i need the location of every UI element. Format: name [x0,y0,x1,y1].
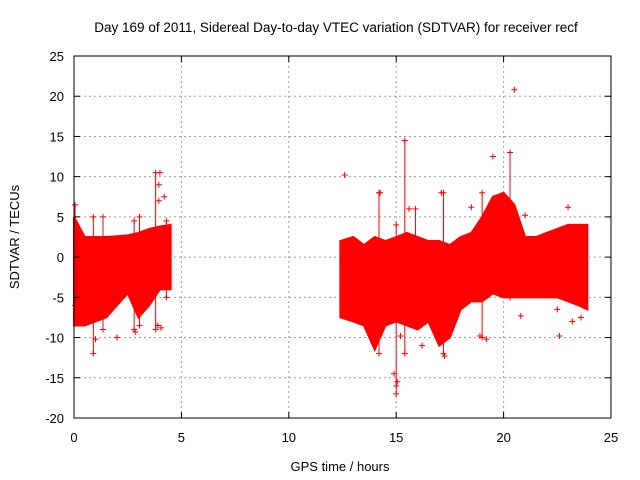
data-point [492,209,499,216]
data-point [412,205,419,212]
data-point [90,213,97,220]
tick-labels: 0 5 10 15 20 25 -20 -15 -10 -5 0 5 10 15 20 25 [45,49,618,445]
data-point [394,378,401,385]
data-point [412,318,419,325]
data-point [72,201,79,208]
plot-frame [73,55,612,419]
x-tick-label: 20 [496,430,510,445]
data-point [406,205,413,212]
y-tick-label: 15 [50,129,64,144]
data-point [479,189,486,196]
data-point [132,328,139,335]
data-point [99,326,106,333]
data-point [393,390,400,397]
data-point [163,217,170,224]
data-point [577,314,584,321]
axis-ticks [73,55,612,419]
data-point [468,204,475,211]
data-point [376,350,383,357]
x-tick-label: 5 [178,430,185,445]
data-point [565,204,572,211]
data-point [401,137,408,144]
x-tick-label: 10 [282,430,296,445]
data-point [157,324,164,331]
y-tick-label: 0 [57,250,64,265]
data-point [131,217,138,224]
y-tick-label: 25 [50,49,64,64]
x-tick-label: 15 [389,430,403,445]
data-point [483,336,490,343]
data-point [511,86,518,93]
data-point [99,213,106,220]
data-point [391,370,398,377]
y-tick-label: 5 [57,210,64,225]
data-points [72,86,589,397]
data-point [418,342,425,349]
y-tick-label: -20 [45,411,64,426]
data-point [72,302,79,309]
data-band [339,191,589,353]
data-point [401,350,408,357]
y-tick-label: -5 [52,290,64,305]
y-tick-label: -15 [45,371,64,386]
data-point [507,149,514,156]
data-point [161,193,168,200]
data-point [136,322,143,329]
y-tick-label: -10 [45,331,64,346]
data-point [438,189,445,196]
data-band [73,216,172,327]
data-point [163,294,170,301]
x-tick-label: 25 [604,430,618,445]
data-point [377,189,384,196]
data-point [397,332,404,339]
data-point [554,306,561,313]
data-point [92,336,99,343]
y-axis-label: SDTVAR / TECUs [7,184,22,289]
x-tick-label: 0 [70,430,77,445]
data-point [441,353,448,360]
data-point [507,294,514,301]
data-point [489,153,496,160]
data-point [476,332,483,339]
data-point [155,197,162,204]
data-point [569,318,576,325]
data-point [341,172,348,179]
data-point [156,169,163,176]
data-point [522,212,529,219]
x-axis-label: GPS time / hours [291,459,390,474]
data-point [393,221,400,228]
data-point [113,334,120,341]
data-point [152,326,159,333]
data-point [556,332,563,339]
y-tick-label: 20 [50,89,64,104]
data-point [90,350,97,357]
data-point [136,213,143,220]
data-point [155,181,162,188]
chart-title: Day 169 of 2011, Sidereal Day-to-day VTE… [94,20,578,35]
y-tick-label: 10 [50,170,64,185]
data-point [393,382,400,389]
data-point [517,312,524,319]
data-point [154,322,161,329]
